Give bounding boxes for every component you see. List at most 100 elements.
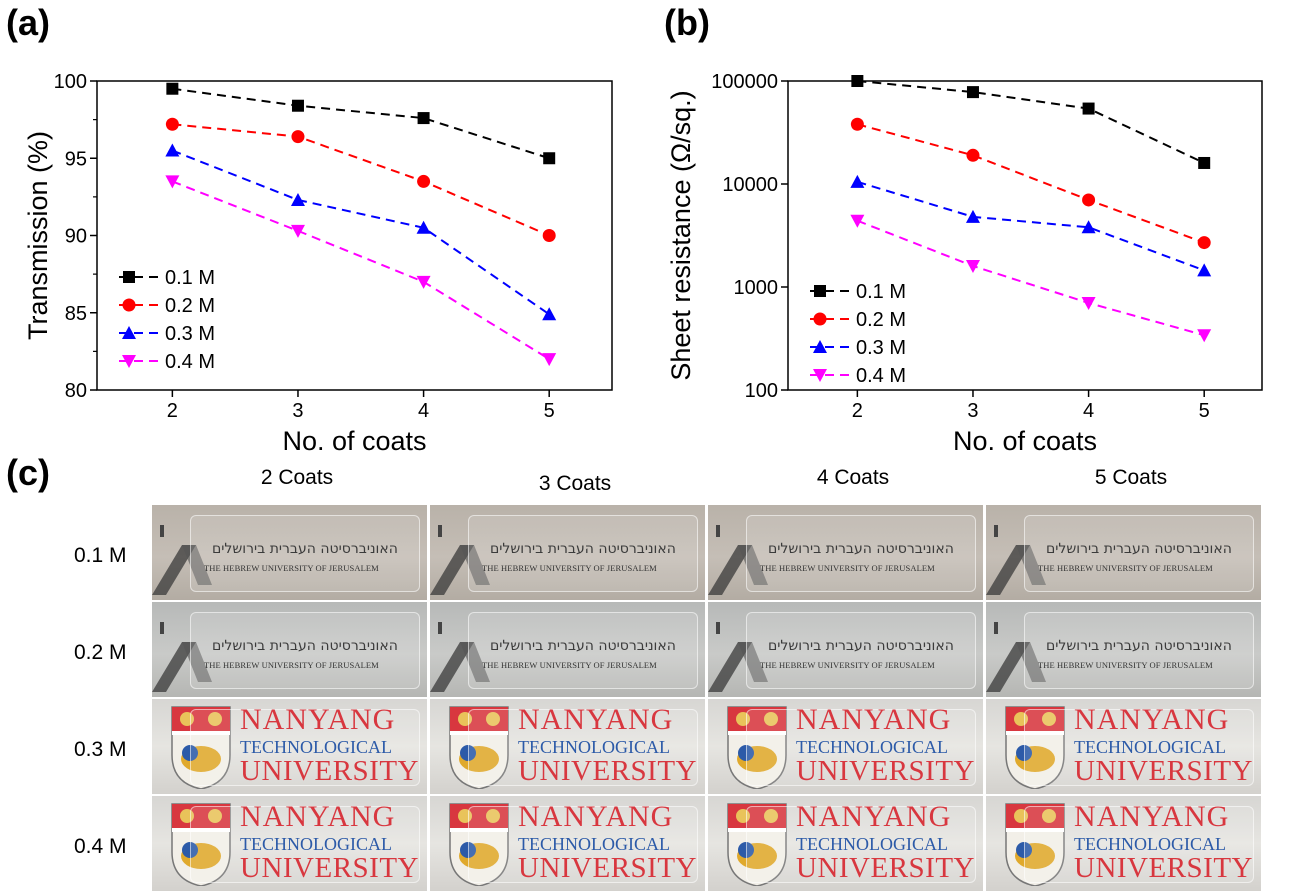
legend-marker [814, 285, 826, 297]
y-tick-label: 90 [65, 226, 87, 248]
data-point [1081, 220, 1096, 234]
data-point [1082, 193, 1096, 207]
hebrew-university-logo-icon [152, 622, 212, 692]
hebrew-university-logo-icon [152, 525, 212, 595]
data-point [542, 307, 557, 321]
hebrew-text: האוניברסיטה העברית בירושלים [1046, 638, 1232, 654]
data-point [417, 112, 430, 125]
legend-marker [122, 326, 136, 339]
photo-cell: האוניברסיטה העברית בירושלים THE HEBREW UN… [152, 602, 427, 697]
photo-row-label: 0.4 M [74, 835, 127, 858]
hebrew-english-text: THE HEBREW UNIVERSITY OF JERUSALEM [760, 563, 935, 573]
ntu-crest-icon [449, 803, 509, 886]
y-tick-label: 80 [65, 380, 87, 402]
series-line [171, 180, 550, 360]
ntu-univ-text: UNIVERSITY [1074, 755, 1253, 787]
data-point [542, 353, 557, 367]
hebrew-university-logo-icon [708, 622, 768, 692]
ntu-tech-text: TECHNOLOGICAL [796, 834, 948, 854]
hebrew-english-text: THE HEBREW UNIVERSITY OF JERUSALEM [482, 563, 657, 573]
hebrew-english-text: THE HEBREW UNIVERSITY OF JERUSALEM [1038, 563, 1213, 573]
data-point [851, 75, 864, 87]
data-point [166, 82, 179, 95]
legend-marker [813, 312, 827, 326]
legend-label: 0.3 M [165, 323, 215, 345]
legend-marker [123, 271, 135, 283]
panel-label-a: (a) [6, 2, 50, 43]
sheet-resistance-chart: 2 3 4 5 100 1000 10000 100000 No. of coats Sheet … [666, 71, 1263, 456]
series-line [857, 123, 1205, 244]
glass-slide [746, 515, 976, 592]
data-point [965, 259, 980, 273]
data-point [1082, 102, 1095, 115]
x-tick-label: 4 [1083, 400, 1094, 422]
ntu-tech-text: TECHNOLOGICAL [518, 834, 670, 854]
glass-slide [468, 612, 698, 689]
y-tick-label: 95 [65, 148, 87, 170]
ntu-univ-text: UNIVERSITY [796, 852, 975, 884]
x-tick-label: 5 [1199, 400, 1210, 422]
photo-cell: האוניברסיטה העברית בירושלים THE HEBREW UN… [986, 505, 1261, 600]
glass-slide [468, 515, 698, 592]
ntu-crest-icon [449, 706, 509, 789]
y-tick-label: 100 [745, 380, 778, 402]
data-point [1198, 156, 1211, 169]
photo-grid: האוניברסיטה העברית בירושלים THE HEBREW UN… [152, 505, 1262, 893]
x-axis-label: No. of coats [953, 426, 1097, 456]
glass-slide [746, 612, 976, 689]
data-point [416, 220, 431, 234]
hebrew-text: האוניברסיטה העברית בירושלים [1046, 541, 1232, 557]
x-tick-label: 3 [967, 400, 978, 422]
photo-cell: NANYANG TECHNOLOGICAL UNIVERSITY [152, 796, 427, 891]
x-tick-label: 3 [292, 400, 303, 422]
data-point [1197, 236, 1211, 250]
hebrew-english-text: THE HEBREW UNIVERSITY OF JERUSALEM [482, 660, 657, 670]
data-point [291, 99, 304, 112]
plot-frame [787, 80, 1263, 391]
data-point [1197, 329, 1212, 343]
hebrew-english-text: THE HEBREW UNIVERSITY OF JERUSALEM [760, 660, 935, 670]
photo-cell: NANYANG TECHNOLOGICAL UNIVERSITY [986, 699, 1261, 794]
series-line [857, 180, 1205, 272]
hebrew-english-text: THE HEBREW UNIVERSITY OF JERUSALEM [204, 563, 379, 573]
photo-cell: האוניברסיטה העברית בירושלים THE HEBREW UN… [430, 505, 705, 600]
glass-slide [1024, 806, 1254, 883]
hebrew-university-logo-icon [430, 622, 490, 692]
photo-cell: האוניברסיטה העברית בירושלים THE HEBREW UN… [708, 505, 983, 600]
ntu-tech-text: TECHNOLOGICAL [240, 737, 392, 757]
photo-cell: האוניברסיטה העברית בירושלים THE HEBREW UN… [430, 602, 705, 697]
data-point [1081, 296, 1096, 310]
glass-slide [1024, 709, 1254, 786]
data-point [850, 174, 865, 188]
ntu-tech-text: TECHNOLOGICAL [1074, 834, 1226, 854]
data-point [290, 192, 305, 206]
ntu-tech-text: TECHNOLOGICAL [1074, 737, 1226, 757]
legend-marker [122, 298, 136, 312]
ntu-univ-text: UNIVERSITY [796, 755, 975, 787]
data-point [165, 143, 180, 157]
legend-label: 0.3 M [856, 337, 906, 359]
legend-label: 0.1 M [165, 267, 215, 289]
data-point [966, 148, 980, 162]
legend-marker [813, 340, 827, 353]
hebrew-text: האוניברסיטה העברית בירושלים [490, 638, 676, 654]
data-point [1197, 263, 1212, 277]
photo-cell: האוניברסיטה העברית בירושלים THE HEBREW UN… [152, 505, 427, 600]
x-tick-label: 2 [852, 400, 863, 422]
photo-row-label: 0.1 M [74, 544, 127, 567]
hebrew-english-text: THE HEBREW UNIVERSITY OF JERUSALEM [1038, 660, 1213, 670]
data-point [165, 117, 179, 131]
ntu-crest-icon [727, 803, 787, 886]
hebrew-text: האוניברסיטה העברית בירושלים [490, 541, 676, 557]
ntu-name-text: NANYANG [240, 703, 396, 736]
ntu-univ-text: UNIVERSITY [240, 755, 419, 787]
series-line [172, 87, 550, 160]
photo-row-label: 0.2 M [74, 641, 127, 664]
glass-slide [190, 515, 420, 592]
photo-column-title: 4 Coats [816, 466, 890, 489]
glass-slide [468, 806, 698, 883]
data-point [966, 86, 979, 99]
y-tick-label: 85 [65, 303, 87, 325]
legend-label: 0.4 M [165, 351, 215, 373]
data-point [850, 117, 864, 131]
